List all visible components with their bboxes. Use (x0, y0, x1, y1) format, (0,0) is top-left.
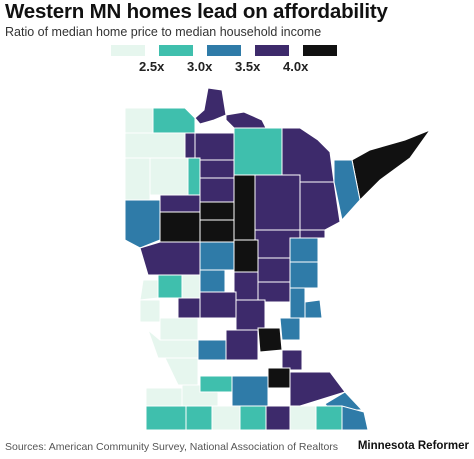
county-region (159, 194, 201, 213)
county-region (124, 132, 186, 159)
county-region (194, 87, 227, 125)
legend-swatch (207, 45, 241, 56)
county-region (279, 317, 301, 341)
county-region (289, 237, 319, 263)
county-region (194, 159, 235, 179)
county-region (225, 111, 267, 129)
county-region (333, 159, 361, 222)
county-region (199, 177, 235, 203)
county-region (257, 327, 283, 353)
map-title: Western MN homes lead on affordability (5, 0, 388, 23)
county-region (124, 199, 161, 249)
legend-label: 3.5x (235, 59, 261, 74)
county-region (139, 299, 161, 323)
county-region (187, 157, 201, 196)
county-region (199, 201, 235, 221)
county-region (145, 387, 183, 407)
county-region (124, 107, 154, 134)
county-region (267, 367, 291, 389)
publisher-logo: Minnesota Reformer (357, 440, 469, 452)
county-region (231, 375, 269, 407)
legend: 2.5x 3.0x 3.5x 4.0x (111, 45, 341, 77)
county-region (304, 299, 323, 319)
county-region (299, 229, 326, 239)
county-region (239, 405, 267, 431)
county-region (159, 211, 201, 243)
county-region (194, 132, 235, 161)
county-region (152, 107, 196, 134)
source-note: Sources: American Community Survey, Nati… (5, 441, 339, 453)
county-region (145, 405, 187, 431)
county-region (124, 157, 151, 201)
county-region (351, 128, 432, 202)
legend-swatch (111, 45, 145, 56)
county-region (289, 405, 317, 431)
legend-label: 2.5x (139, 59, 165, 74)
county-region (233, 127, 283, 176)
legend-swatch (159, 45, 193, 56)
county-region (289, 261, 319, 289)
county-region (181, 274, 201, 299)
county-region (139, 241, 201, 276)
county-region (299, 181, 341, 231)
county-region (254, 174, 301, 231)
legend-swatch (255, 45, 289, 56)
county-region (199, 375, 233, 393)
county-region (289, 371, 346, 407)
county-region (164, 357, 199, 386)
county-region (157, 274, 183, 299)
county-region (281, 127, 335, 183)
county-region (225, 329, 259, 361)
county-region (233, 239, 259, 273)
county-region (315, 405, 343, 431)
county-region (211, 405, 241, 431)
county-region (139, 279, 159, 301)
legend-label: 3.0x (187, 59, 213, 74)
county-region (199, 269, 226, 293)
county-region (341, 405, 369, 431)
county-region (257, 257, 291, 283)
county-layer (124, 87, 432, 431)
county-region (257, 281, 291, 303)
legend-label: 4.0x (283, 59, 309, 74)
county-region (265, 405, 291, 431)
county-region (235, 299, 266, 331)
county-region (197, 339, 227, 361)
county-region (149, 157, 189, 196)
county-region (199, 219, 235, 243)
county-region (184, 132, 196, 161)
county-region (281, 349, 303, 371)
county-region (159, 317, 199, 341)
county-region (185, 405, 213, 431)
county-region (233, 271, 259, 301)
county-region (199, 241, 235, 271)
map-subtitle: Ratio of median home price to median hou… (5, 25, 322, 39)
legend-swatch (303, 45, 337, 56)
county-region (199, 291, 237, 319)
county-region (289, 287, 306, 319)
county-region (177, 297, 201, 319)
county-region (233, 174, 256, 241)
